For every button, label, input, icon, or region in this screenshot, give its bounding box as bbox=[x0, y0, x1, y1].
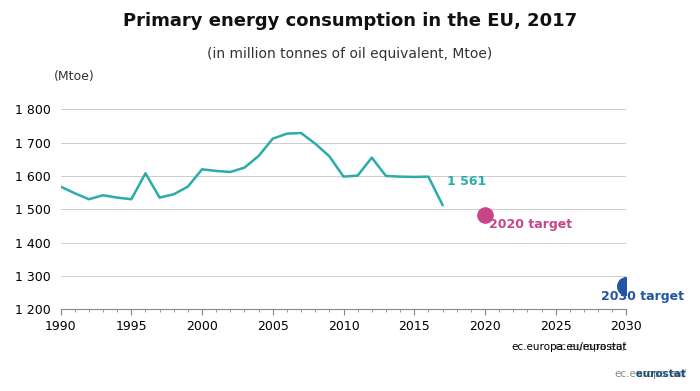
Text: 2030 target: 2030 target bbox=[601, 290, 684, 303]
Text: (Mtoe): (Mtoe) bbox=[53, 70, 94, 83]
Point bbox=[480, 212, 491, 218]
Point bbox=[621, 283, 632, 289]
Text: ec.europa.eu/: ec.europa.eu/ bbox=[554, 342, 626, 352]
Text: eurostat: eurostat bbox=[585, 369, 686, 379]
Text: 2020 target: 2020 target bbox=[489, 217, 573, 231]
Text: 1 561: 1 561 bbox=[447, 175, 486, 188]
Text: ec.europa.eu/eurostat: ec.europa.eu/eurostat bbox=[511, 342, 626, 352]
Text: Primary energy consumption in the EU, 2017: Primary energy consumption in the EU, 20… bbox=[123, 12, 577, 30]
Text: ec.europa.eu/: ec.europa.eu/ bbox=[614, 369, 686, 379]
Text: (in million tonnes of oil equivalent, Mtoe): (in million tonnes of oil equivalent, Mt… bbox=[207, 47, 493, 61]
